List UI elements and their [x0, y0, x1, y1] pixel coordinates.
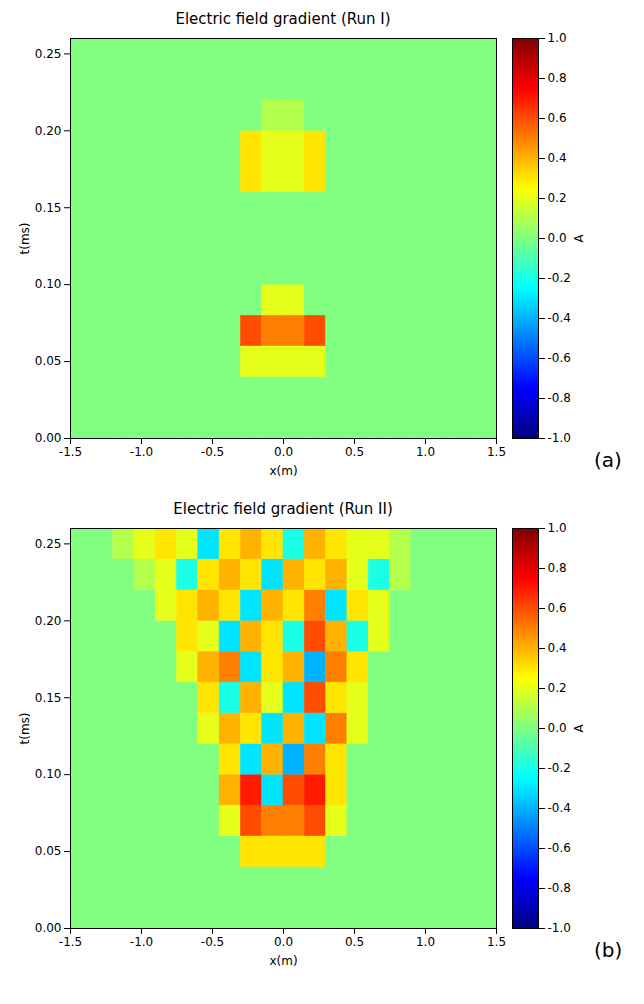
svg-text:-0.6: -0.6 [548, 841, 571, 855]
svg-text:0.15: 0.15 [35, 201, 62, 215]
svg-text:0.20: 0.20 [35, 614, 62, 628]
svg-text:0.00: 0.00 [35, 431, 62, 445]
svg-text:0.2: 0.2 [548, 191, 567, 205]
svg-text:0.5: 0.5 [345, 445, 364, 459]
svg-text:1.0: 1.0 [548, 31, 567, 45]
svg-text:0.00: 0.00 [35, 921, 62, 935]
svg-text:t(ms): t(ms) [18, 712, 32, 744]
svg-text:-1.5: -1.5 [59, 935, 82, 949]
svg-text:0.25: 0.25 [35, 537, 62, 551]
svg-text:-0.5: -0.5 [201, 935, 224, 949]
svg-text:1.0: 1.0 [416, 935, 435, 949]
svg-text:0.2: 0.2 [548, 681, 567, 695]
svg-text:0.6: 0.6 [548, 111, 567, 125]
svg-text:0.0: 0.0 [274, 935, 293, 949]
svg-text:0.25: 0.25 [35, 47, 62, 61]
svg-text:-0.4: -0.4 [548, 801, 571, 815]
svg-text:1.0: 1.0 [416, 445, 435, 459]
svg-text:x(m): x(m) [269, 954, 297, 968]
html-text:Electric field gradient (Run I: Electric field gradient (Run I) [175, 10, 391, 28]
svg-text:0.15: 0.15 [35, 691, 62, 705]
svg-text:0.5: 0.5 [345, 935, 364, 949]
svg-text:-1.0: -1.0 [130, 445, 153, 459]
svg-text:0.8: 0.8 [548, 71, 567, 85]
svg-text:0.0: 0.0 [548, 231, 567, 245]
svg-text:0.20: 0.20 [35, 124, 62, 138]
svg-text:0.4: 0.4 [548, 151, 567, 165]
svg-text:1.5: 1.5 [487, 445, 506, 459]
svg-text:-0.8: -0.8 [548, 391, 571, 405]
svg-text:x(m): x(m) [269, 464, 297, 478]
svg-text:0.0: 0.0 [274, 445, 293, 459]
svg-text:-0.8: -0.8 [548, 881, 571, 895]
svg-text:-0.4: -0.4 [548, 311, 571, 325]
svg-text:t(ms): t(ms) [18, 222, 32, 254]
svg-text:-0.5: -0.5 [201, 445, 224, 459]
svg-text:-1.0: -1.0 [548, 921, 571, 935]
svg-text:-1.5: -1.5 [59, 445, 82, 459]
svg-text:-0.6: -0.6 [548, 351, 571, 365]
svg-text:0.05: 0.05 [35, 844, 62, 858]
svg-text:0.4: 0.4 [548, 641, 567, 655]
svg-text:0.10: 0.10 [35, 767, 62, 781]
svg-text:0.0: 0.0 [548, 721, 567, 735]
svg-text:1.5: 1.5 [487, 935, 506, 949]
svg-text:0.8: 0.8 [548, 561, 567, 575]
svg-text:0.05: 0.05 [35, 354, 62, 368]
html-text:(b): (b) [594, 938, 623, 962]
svg-text:0.10: 0.10 [35, 277, 62, 291]
svg-text:0.6: 0.6 [548, 601, 567, 615]
svg-text:-0.2: -0.2 [548, 271, 571, 285]
svg-text:A: A [572, 724, 586, 733]
svg-text:-1.0: -1.0 [548, 431, 571, 445]
html-text:Electric field gradient (Run I: Electric field gradient (Run II) [173, 500, 393, 518]
svg-text:-0.2: -0.2 [548, 761, 571, 775]
html-text:(a): (a) [594, 448, 622, 472]
svg-text:-1.0: -1.0 [130, 935, 153, 949]
svg-text:1.0: 1.0 [548, 521, 567, 535]
svg-text:A: A [572, 234, 586, 243]
